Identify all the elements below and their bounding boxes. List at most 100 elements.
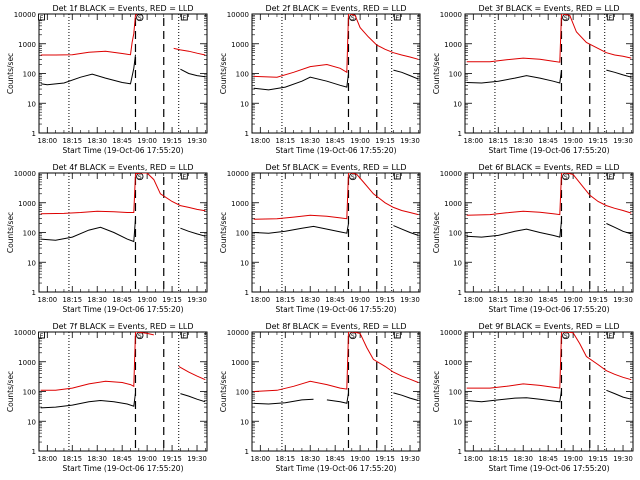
y-tick-label: 10000	[14, 170, 36, 178]
x-tick-label: 19:30	[187, 296, 207, 304]
x-tick-label: 18:15	[62, 137, 82, 145]
x-tick-label: 19:30	[187, 137, 207, 145]
eclipse-marker-icon	[606, 172, 614, 180]
x-axis-label: Start Time (19-Oct-06 17:55:20)	[62, 305, 183, 314]
y-tick-label: 1000	[444, 200, 462, 208]
y-tick-label: 1	[245, 289, 249, 297]
panel-title: Det 8f BLACK = Events, RED = LLD	[265, 322, 406, 331]
x-tick-label: 18:00	[251, 137, 271, 145]
y-tick-label: 10000	[227, 11, 249, 19]
x-tick-label: 18:15	[275, 296, 295, 304]
eclipse-marker-icon	[393, 331, 401, 339]
x-tick-label: 18:00	[251, 455, 271, 463]
lld-series-line	[253, 14, 419, 78]
x-tick-label: 19:15	[375, 455, 395, 463]
top-marker-label: S	[138, 333, 142, 340]
x-tick-label: 18:00	[38, 455, 58, 463]
y-tick-label: 10000	[227, 170, 249, 178]
eclipse-marker-icon	[38, 13, 45, 21]
y-tick-label: 100	[236, 230, 249, 238]
top-marker-label: S	[351, 15, 355, 22]
lld-series-line	[40, 14, 206, 56]
x-tick-label: 18:15	[62, 296, 82, 304]
top-marker-label: S	[564, 15, 568, 22]
y-axis-label: Counts/sec	[432, 371, 441, 412]
y-axis-label: Counts/sec	[219, 53, 228, 94]
x-tick-label: 19:30	[187, 455, 207, 463]
x-tick-label: 19:00	[563, 455, 583, 463]
x-tick-label: 18:30	[300, 296, 320, 304]
y-tick-label: 100	[23, 230, 36, 238]
y-tick-label: 100	[449, 71, 462, 79]
x-tick-label: 19:00	[137, 296, 157, 304]
panel-title: Det 3f BLACK = Events, RED = LLD	[478, 4, 619, 13]
detector-panel-1: Det 1f BLACK = Events, RED = LLD 1 10 100 10…	[6, 4, 208, 155]
top-marker-label: S	[138, 174, 142, 181]
plot-frame	[38, 13, 208, 134]
y-tick-label: 10000	[227, 329, 249, 337]
lld-series-line	[466, 173, 632, 216]
y-tick-label: 10	[27, 100, 36, 108]
detector-panel-9: Det 9f BLACK = Events, RED = LLD 1 10 100 10…	[432, 322, 634, 473]
panel-title: Det 2f BLACK = Events, RED = LLD	[265, 4, 406, 13]
x-tick-label: 18:45	[325, 137, 345, 145]
x-tick-label: 18:30	[513, 296, 533, 304]
x-tick-label: 19:15	[162, 296, 182, 304]
top-marker-label: E	[182, 174, 186, 181]
x-tick-label: 18:15	[275, 455, 295, 463]
x-tick-label: 19:00	[350, 455, 370, 463]
y-axis-label: Counts/sec	[6, 371, 15, 412]
x-axis-label: Start Time (19-Oct-06 17:55:20)	[488, 305, 609, 314]
panel-title: Det 6f BLACK = Events, RED = LLD	[478, 163, 619, 172]
y-tick-label: 10	[27, 259, 36, 267]
top-marker-label: S	[351, 333, 355, 340]
top-marker-label: E	[182, 333, 186, 340]
events-series-line	[40, 218, 206, 243]
events-series-line	[40, 54, 206, 86]
events-series-line	[466, 220, 632, 238]
x-axis-label: Start Time (19-Oct-06 17:55:20)	[275, 146, 396, 155]
panel-title: Det 1f BLACK = Events, RED = LLD	[52, 4, 193, 13]
x-axis-label: Start Time (19-Oct-06 17:55:20)	[62, 464, 183, 473]
y-tick-label: 1000	[18, 41, 36, 49]
y-tick-label: 1000	[231, 200, 249, 208]
eclipse-marker-icon	[606, 13, 614, 21]
x-axis-label: Start Time (19-Oct-06 17:55:20)	[62, 146, 183, 155]
x-tick-label: 18:15	[488, 296, 508, 304]
x-tick-label: 18:30	[87, 455, 107, 463]
x-tick-label: 18:15	[62, 455, 82, 463]
top-marker-label: S	[564, 333, 568, 340]
x-tick-label: 19:15	[588, 455, 608, 463]
y-tick-label: 1000	[18, 359, 36, 367]
y-tick-label: 10	[453, 100, 462, 108]
detector-panel-3: Det 3f BLACK = Events, RED = LLD 1 10 100 10…	[432, 4, 634, 155]
x-tick-label: 18:15	[275, 137, 295, 145]
y-tick-label: 10000	[440, 11, 462, 19]
x-tick-label: 19:30	[400, 296, 420, 304]
y-tick-label: 1	[32, 448, 36, 456]
y-tick-label: 10000	[440, 329, 462, 337]
lld-series-line	[40, 332, 206, 391]
events-series-line	[466, 69, 632, 84]
x-tick-label: 18:30	[513, 455, 533, 463]
y-tick-label: 1	[32, 130, 36, 138]
detector-panel-8: Det 8f BLACK = Events, RED = LLD 1 10 100 10…	[219, 322, 421, 473]
detector-panel-2: Det 2f BLACK = Events, RED = LLD 1 10 100 10…	[219, 4, 421, 155]
detector-panel-6: Det 6f BLACK = Events, RED = LLD 1 10 100 10…	[432, 163, 634, 314]
y-tick-label: 100	[449, 389, 462, 397]
x-tick-label: 19:30	[613, 455, 633, 463]
eclipse-marker-icon	[180, 13, 188, 21]
x-axis-label: Start Time (19-Oct-06 17:55:20)	[488, 146, 609, 155]
x-tick-label: 19:15	[162, 137, 182, 145]
x-tick-label: 18:15	[488, 455, 508, 463]
y-axis-label: Counts/sec	[219, 212, 228, 253]
y-tick-label: 100	[236, 71, 249, 79]
x-tick-label: 18:00	[464, 455, 484, 463]
y-tick-label: 1	[458, 130, 462, 138]
x-tick-label: 19:30	[400, 137, 420, 145]
x-tick-label: 19:00	[137, 455, 157, 463]
x-tick-label: 18:30	[300, 137, 320, 145]
y-tick-label: 1	[245, 448, 249, 456]
x-tick-label: 19:15	[375, 137, 395, 145]
x-tick-label: 18:00	[464, 296, 484, 304]
